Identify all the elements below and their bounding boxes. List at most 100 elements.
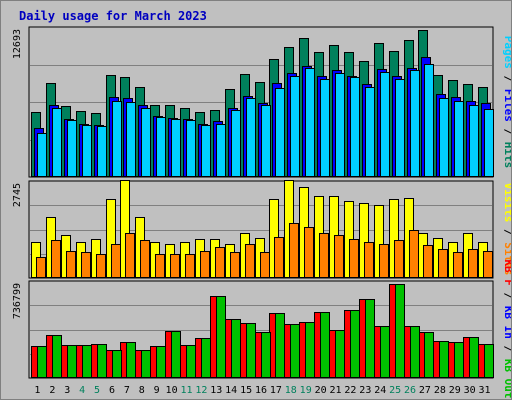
bar-pages-day-27 bbox=[424, 64, 434, 177]
bar-pages-day-26 bbox=[410, 70, 420, 177]
bar-kb-out-day-13 bbox=[216, 296, 226, 378]
x-tick-label: 25 bbox=[389, 385, 401, 396]
x-tick-label: 28 bbox=[434, 385, 446, 396]
x-tick-label: 8 bbox=[139, 385, 145, 396]
y-max-label: 2745 bbox=[12, 183, 23, 207]
bar-pages-day-25 bbox=[395, 79, 405, 177]
bar-sites-day-10 bbox=[170, 254, 180, 278]
bar-sites-day-2 bbox=[51, 240, 61, 278]
bar-sites-day-18 bbox=[289, 223, 299, 278]
bar-kb-out-day-30 bbox=[469, 337, 479, 378]
x-tick-label: 15 bbox=[240, 385, 252, 396]
bar-kb-out-day-24 bbox=[380, 326, 390, 378]
bar-pages-day-12 bbox=[201, 125, 211, 177]
legend-item: KB In bbox=[502, 306, 511, 339]
legend-item: Visits bbox=[502, 183, 511, 223]
bar-pages-day-30 bbox=[469, 105, 479, 177]
x-tick-label: 19 bbox=[300, 385, 312, 396]
bar-sites-day-15 bbox=[245, 244, 255, 278]
bar-sites-day-30 bbox=[468, 249, 478, 278]
bar-kb-out-day-8 bbox=[141, 350, 151, 378]
bar-sites-day-5 bbox=[96, 254, 106, 278]
bar-sites-day-23 bbox=[364, 242, 374, 278]
bar-pages-day-21 bbox=[335, 73, 345, 177]
x-tick-label: 16 bbox=[255, 385, 267, 396]
bar-pages-day-9 bbox=[156, 117, 166, 177]
bar-kb-out-day-17 bbox=[275, 313, 285, 378]
bar-kb-out-day-1 bbox=[37, 346, 47, 378]
legend-item: KB F bbox=[502, 259, 511, 286]
x-tick-label: 3 bbox=[64, 385, 70, 396]
bar-pages-day-22 bbox=[350, 77, 360, 177]
y-max-label: 736799 bbox=[12, 283, 23, 319]
x-tick-label: 2 bbox=[49, 385, 55, 396]
bar-kb-out-day-10 bbox=[171, 331, 181, 378]
legend-row-2: Visits / Sites bbox=[502, 183, 511, 276]
y-max-label: 12693 bbox=[12, 29, 23, 59]
bar-pages-day-14 bbox=[231, 110, 241, 177]
bar-kb-out-day-11 bbox=[186, 345, 196, 378]
x-tick-label: 23 bbox=[359, 385, 371, 396]
bar-pages-day-18 bbox=[290, 76, 300, 177]
bar-pages-day-31 bbox=[484, 109, 494, 177]
bar-pages-day-6 bbox=[112, 101, 122, 177]
bar-pages-day-15 bbox=[246, 98, 256, 177]
x-tick-label: 27 bbox=[419, 385, 431, 396]
bar-sites-day-27 bbox=[423, 245, 433, 278]
bar-pages-day-1 bbox=[37, 133, 47, 177]
bar-pages-day-19 bbox=[305, 68, 315, 177]
x-tick-label: 10 bbox=[166, 385, 178, 396]
bar-sites-day-3 bbox=[66, 251, 76, 278]
x-tick-label: 24 bbox=[374, 385, 386, 396]
legend-separator: / bbox=[502, 339, 511, 359]
bar-kb-out-day-7 bbox=[126, 342, 136, 378]
x-tick-label: 7 bbox=[124, 385, 130, 396]
bar-sites-day-8 bbox=[140, 240, 150, 278]
x-tick-label: 12 bbox=[195, 385, 207, 396]
bar-kb-out-day-2 bbox=[52, 335, 62, 378]
bar-pages-day-28 bbox=[439, 98, 449, 177]
chart-panels: 12693 2745 736799 bbox=[12, 26, 494, 379]
bar-kb-out-day-14 bbox=[231, 319, 241, 378]
bar-sites-day-26 bbox=[409, 230, 419, 278]
bar-pages-day-24 bbox=[380, 72, 390, 177]
x-tick-label: 9 bbox=[154, 385, 160, 396]
bar-kb-out-day-27 bbox=[424, 332, 434, 378]
legend-item: Pages bbox=[502, 36, 511, 69]
bar-pages-day-8 bbox=[141, 108, 151, 177]
legend-separator: / bbox=[502, 222, 511, 242]
legend-separator: / bbox=[502, 69, 511, 89]
bar-kb-out-day-15 bbox=[246, 323, 256, 378]
legend-item: KB Out bbox=[502, 359, 511, 399]
x-tick-label: 17 bbox=[270, 385, 282, 396]
x-tick-label: 14 bbox=[225, 385, 237, 396]
bar-sites-day-11 bbox=[185, 254, 195, 278]
bar-kb-out-day-20 bbox=[320, 312, 330, 378]
bar-sites-day-9 bbox=[155, 254, 165, 278]
bar-sites-day-25 bbox=[394, 240, 404, 278]
bar-pages-day-10 bbox=[171, 119, 181, 177]
legend-separator: / bbox=[502, 286, 511, 306]
x-tick-label: 13 bbox=[210, 385, 222, 396]
bar-kb-out-day-5 bbox=[97, 344, 107, 378]
bar-pages-day-11 bbox=[186, 120, 196, 177]
bar-pages-day-20 bbox=[320, 79, 330, 177]
x-axis-ticks: 1 2 3 4 5 6 7 8 9 10 11 12 13 14 15 16 17 18 19 20 21 22 23 24 2… bbox=[34, 385, 490, 396]
bar-kb-out-day-29 bbox=[454, 342, 464, 378]
x-tick-label: 21 bbox=[329, 385, 341, 396]
bar-kb-out-day-23 bbox=[365, 299, 375, 378]
x-tick-label: 6 bbox=[109, 385, 115, 396]
x-tick-label: 22 bbox=[344, 385, 356, 396]
bar-sites-day-24 bbox=[379, 244, 389, 278]
x-tick-label: 31 bbox=[479, 385, 491, 396]
bar-kb-out-day-12 bbox=[201, 338, 211, 378]
legend-row-3: KB F / KB In / KB Out bbox=[502, 259, 511, 398]
legend-row-1: Pages / Files / Hits bbox=[502, 36, 511, 169]
x-tick-label: 5 bbox=[94, 385, 100, 396]
legend-item: Hits bbox=[502, 142, 511, 169]
legend-item: Files bbox=[502, 89, 511, 122]
bar-kb-out-day-6 bbox=[112, 350, 122, 378]
bar-kb-out-day-3 bbox=[67, 345, 77, 378]
